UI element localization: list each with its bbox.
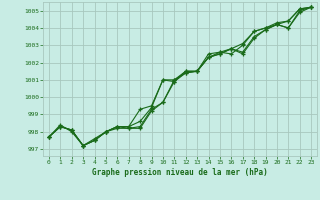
X-axis label: Graphe pression niveau de la mer (hPa): Graphe pression niveau de la mer (hPa) — [92, 168, 268, 177]
